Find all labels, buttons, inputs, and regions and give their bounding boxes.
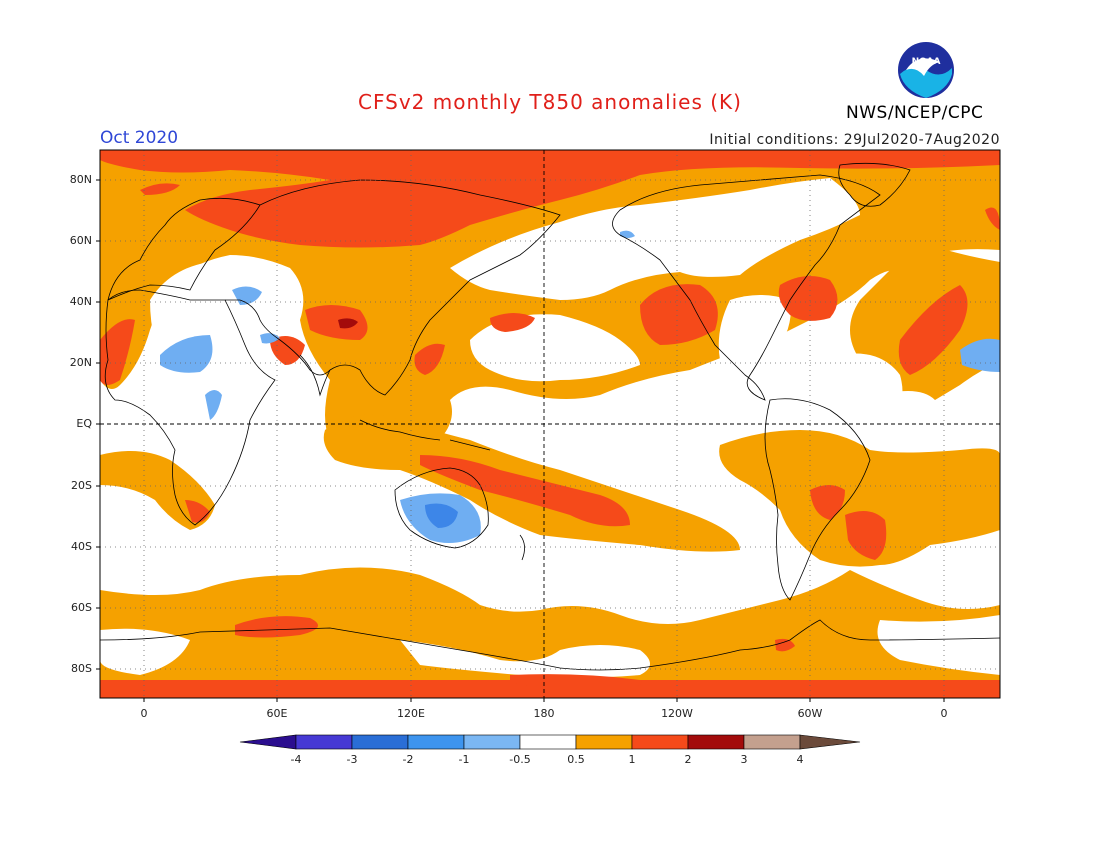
colorbar-label-4: 4 — [796, 753, 804, 766]
colorbar-bin-9 — [743, 734, 801, 750]
anomaly-red-nw-atlantic — [778, 276, 838, 321]
tick-marks — [96, 179, 945, 702]
colorbar-bin-1 — [295, 734, 353, 750]
colorbar-label-neg05: -0.5 — [509, 753, 531, 766]
anomaly-red-ne-pacific — [640, 284, 718, 345]
anomaly-orange-south-africa — [100, 451, 215, 530]
anomaly-white-north-pacific — [450, 178, 860, 300]
lat-label-40n: 40N — [69, 295, 92, 308]
anomaly-red-s-atlantic — [845, 511, 887, 560]
colorbar-label-neg2: -2 — [402, 753, 414, 766]
colorbar-low-arrow — [239, 734, 297, 750]
anomaly-blue-east-atl — [960, 338, 1000, 372]
coastline-sa — [764, 398, 871, 601]
colorbar-label-05: 0.5 — [567, 753, 585, 766]
colorbar-label-neg1: -1 — [458, 753, 470, 766]
coastline-nz — [519, 534, 525, 561]
lon-label-0-east: 0 — [940, 707, 948, 720]
colorbar-high-arrow — [799, 734, 861, 750]
lat-label-80s: 80S — [71, 662, 92, 675]
anomaly-blue-bering — [620, 230, 635, 238]
anomaly-white-antarctic-east — [877, 615, 1000, 675]
anomaly-red-peninsula — [775, 638, 795, 652]
colorbar-label-neg4: -4 — [290, 753, 302, 766]
lat-label-20n: 20N — [69, 356, 92, 369]
anomaly-darkred-tibet — [338, 318, 358, 329]
anomaly-orange-southern-ocean — [100, 567, 1000, 698]
colorbar-bin-5 — [519, 734, 577, 750]
colorbar-label-neg3: -3 — [346, 753, 358, 766]
lat-label-20s: 20S — [71, 479, 92, 492]
anomaly-red-europe — [140, 183, 180, 195]
anomaly-red-brazil — [810, 485, 845, 520]
anomaly-blue-australia-core — [425, 503, 458, 528]
anomaly-red-philippines — [414, 343, 445, 375]
anomaly-white-tropical-atl — [834, 353, 903, 430]
colorbar-bin-8 — [687, 734, 745, 750]
colorbar — [239, 734, 861, 750]
colorbar-bin-6 — [575, 734, 633, 750]
anomaly-blue-sahara — [160, 335, 213, 373]
colorbar-label-1: 1 — [628, 753, 636, 766]
colorbar-label-3: 3 — [740, 753, 748, 766]
coastline-greenland — [838, 162, 911, 207]
anomaly-red-iceland — [985, 207, 1000, 230]
lat-label-60s: 60S — [71, 601, 92, 614]
anomaly-white-na — [718, 295, 791, 370]
anomaly-white-ross — [400, 640, 650, 678]
anomaly-red-amundsen — [510, 674, 642, 690]
coastline-europe — [107, 197, 261, 301]
lon-label-60e: 60E — [266, 707, 288, 720]
colorbar-bin-4 — [463, 734, 521, 750]
coastline-indonesia — [359, 419, 491, 451]
gridlines — [100, 150, 1000, 698]
noaa-logo-text: NOAA — [912, 57, 941, 67]
lon-label-0-west: 0 — [140, 707, 148, 720]
lon-label-60w: 60W — [797, 707, 823, 720]
lon-label-120e: 120E — [397, 707, 425, 720]
coastlines — [100, 162, 1000, 671]
agency-label: NWS/NCEP/CPC — [846, 103, 984, 123]
coastline-india — [299, 354, 331, 397]
anomaly-blue-iran — [260, 333, 280, 344]
coastline-antarctica — [100, 619, 1000, 671]
anomaly-red-antarctica — [235, 616, 318, 638]
lat-label-40s: 40S — [71, 540, 92, 553]
lon-label-180: 180 — [533, 707, 555, 720]
anomaly-red-arctic — [100, 150, 1000, 248]
reference-lines — [100, 150, 1000, 698]
colorbar-bin-3 — [407, 734, 465, 750]
anomaly-white-antarctic-west — [100, 628, 190, 675]
anomaly-red-ne-atlantic — [898, 285, 968, 375]
forecast-month: Oct 2020 — [100, 128, 179, 148]
anomaly-orange-south-america — [719, 430, 1000, 567]
coastline-na — [612, 174, 881, 401]
anomaly-red-saharan — [100, 319, 135, 385]
noaa-logo: NOAA — [898, 42, 954, 98]
anomaly-red-south-belt — [100, 680, 1000, 698]
colorbar-label-2: 2 — [684, 753, 692, 766]
lon-label-120w: 120W — [661, 707, 693, 720]
anomaly-red-arabia — [270, 336, 305, 365]
anomaly-blue-eastafrica — [205, 390, 222, 420]
lat-label-eq: EQ — [76, 417, 92, 430]
anomaly-red-safrica — [185, 500, 210, 523]
colorbar-bin-2 — [351, 734, 409, 750]
coastline-africa — [104, 289, 276, 526]
lat-label-60n: 60N — [69, 234, 92, 247]
coastline-asia — [225, 179, 561, 396]
coastline-australia — [394, 467, 489, 549]
anomaly-red-spcz — [420, 455, 630, 527]
lat-label-80n: 80N — [69, 173, 92, 186]
anomaly-red-asia — [305, 305, 368, 340]
anomaly-red-pacific-w — [490, 313, 535, 332]
colorbar-bin-7 — [631, 734, 689, 750]
initial-conditions: Initial conditions: 29Jul2020-7Aug2020 — [709, 132, 1000, 148]
map-title: CFSv2 monthly T850 anomalies (K) — [358, 90, 742, 114]
